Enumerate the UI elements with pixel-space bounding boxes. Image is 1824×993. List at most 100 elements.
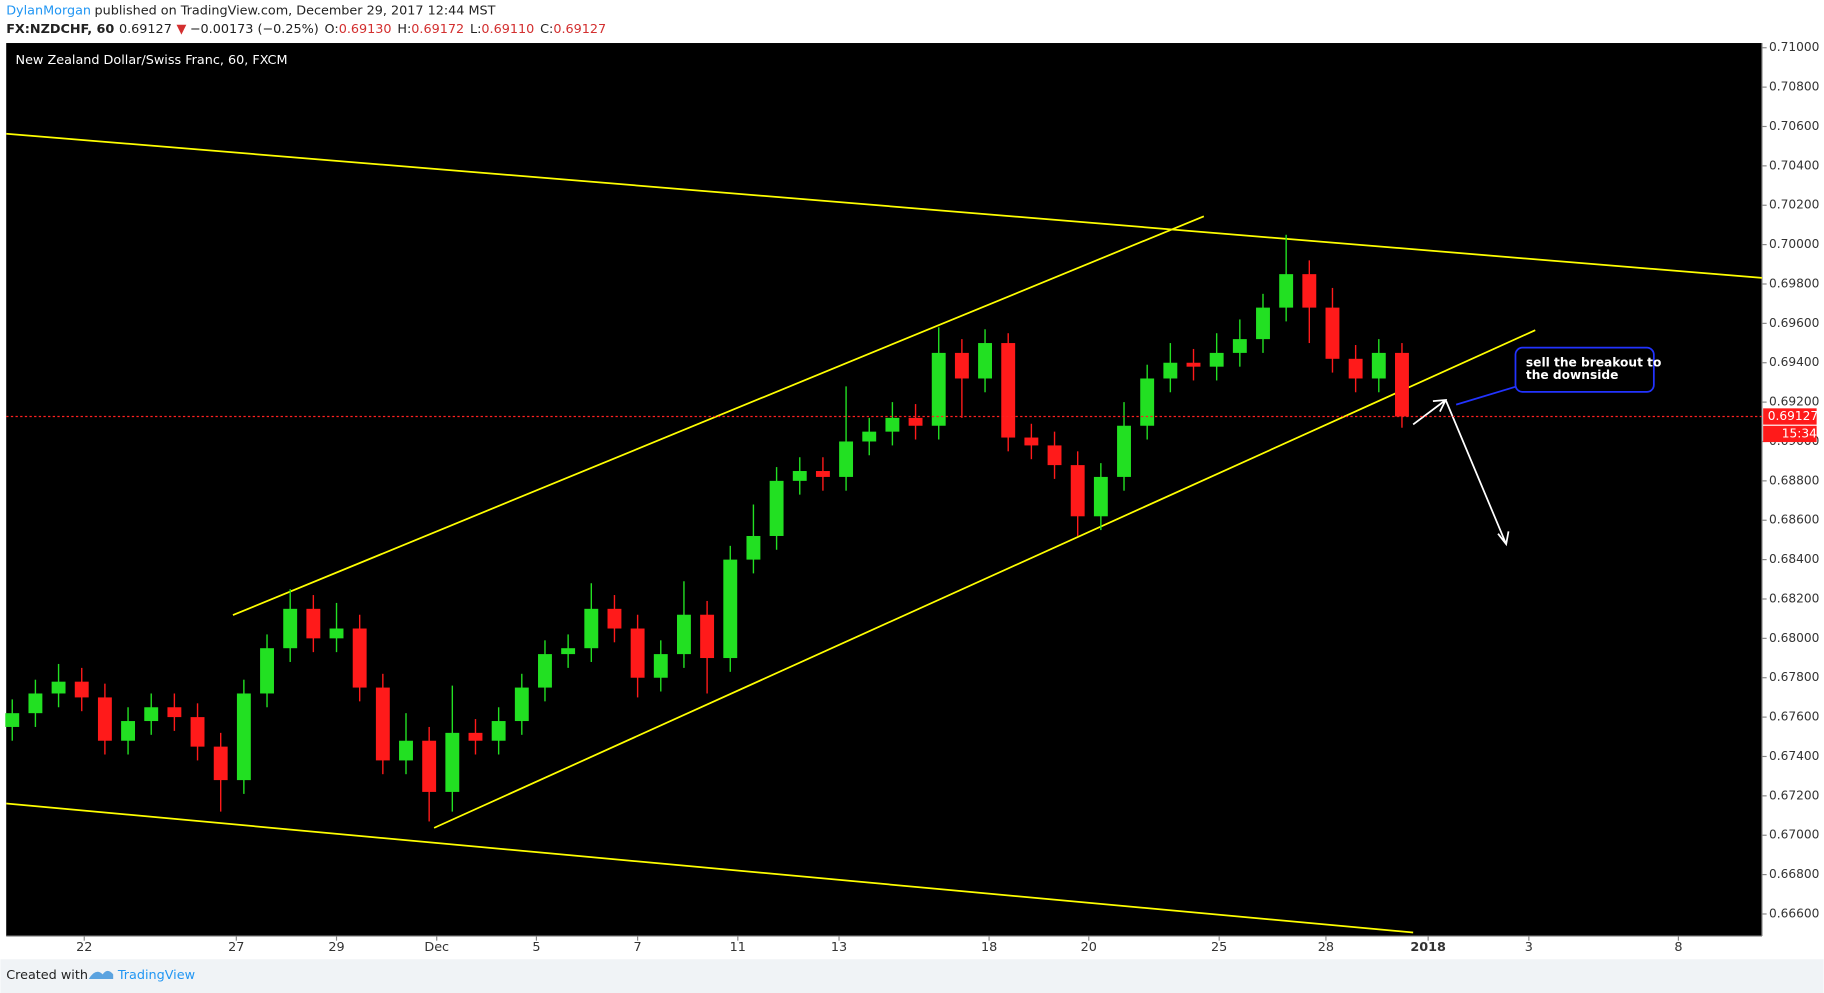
candle-body bbox=[491, 721, 506, 741]
candle-body bbox=[1348, 358, 1363, 379]
candle-body bbox=[1024, 437, 1039, 446]
x-tick-label: 3 bbox=[1525, 940, 1533, 955]
candle-body bbox=[260, 648, 274, 694]
candle-body bbox=[653, 654, 668, 678]
candle-body bbox=[908, 417, 923, 426]
x-tick-label: 8 bbox=[1674, 940, 1682, 955]
y-tick-label: 0.68400 bbox=[1769, 552, 1819, 566]
chart-title: New Zealand Dollar/Swiss Franc, 60, FXCM bbox=[16, 53, 288, 68]
header-line1: DylanMorgan published on TradingView.com,… bbox=[6, 3, 495, 18]
trend-line bbox=[232, 215, 1205, 616]
candle-body bbox=[329, 628, 344, 639]
y-tick-label: 0.69800 bbox=[1769, 276, 1819, 290]
candle-body bbox=[468, 732, 483, 741]
x-tick-label: 25 bbox=[1211, 940, 1227, 955]
candle-body bbox=[190, 717, 205, 747]
candle-body bbox=[700, 614, 715, 659]
footer-bar bbox=[0, 959, 1824, 993]
candle-body bbox=[1070, 465, 1085, 517]
y-tick-label: 0.71000 bbox=[1769, 40, 1819, 54]
candle-body bbox=[978, 343, 992, 379]
candle-body bbox=[584, 608, 599, 649]
x-tick-label: 28 bbox=[1318, 940, 1334, 955]
candle-body bbox=[538, 654, 552, 688]
candle-body bbox=[630, 628, 645, 678]
footer-created: Created with bbox=[6, 968, 88, 983]
candle-body bbox=[769, 480, 784, 536]
plot-area bbox=[6, 43, 1762, 937]
author[interactable]: DylanMorgan bbox=[6, 3, 91, 18]
x-tick-label: 5 bbox=[532, 940, 540, 955]
ohlc-value: 0.69130 bbox=[339, 22, 392, 37]
candle-body bbox=[1256, 307, 1270, 340]
footer-brand[interactable]: TradingView bbox=[117, 968, 195, 983]
ohlc-key: H: bbox=[397, 22, 411, 37]
candle-body bbox=[51, 681, 66, 694]
candle-body bbox=[1325, 307, 1340, 359]
candle-body bbox=[399, 740, 413, 761]
candle-body bbox=[561, 648, 576, 655]
candle-body bbox=[74, 681, 89, 698]
candle-body bbox=[121, 721, 136, 741]
candle-body bbox=[885, 417, 900, 432]
ohlc-key: C: bbox=[540, 22, 553, 37]
candle-body bbox=[1163, 362, 1178, 379]
candle-body bbox=[723, 559, 738, 659]
x-tick-label: 29 bbox=[328, 940, 344, 955]
candle-body bbox=[1232, 339, 1247, 353]
candle-body bbox=[1371, 352, 1386, 379]
ohlc-value: 0.69172 bbox=[411, 22, 464, 37]
countdown-box bbox=[1763, 425, 1817, 443]
y-tick-label: 0.68600 bbox=[1769, 513, 1819, 527]
change: −0.00173 (−0.25%) bbox=[190, 22, 319, 37]
candle-body bbox=[514, 687, 529, 722]
candle-body bbox=[1140, 378, 1155, 426]
x-tick-label: 7 bbox=[634, 940, 642, 955]
candle-body bbox=[1093, 476, 1108, 517]
candle-body bbox=[1302, 274, 1317, 308]
candle-body bbox=[306, 608, 321, 639]
candle-body bbox=[815, 471, 830, 477]
candle-body bbox=[5, 713, 20, 727]
x-tick-label: 22 bbox=[76, 940, 92, 955]
candle-body bbox=[1047, 445, 1062, 466]
trend-line bbox=[433, 329, 1536, 829]
candle-body bbox=[144, 707, 159, 722]
y-tick-label: 0.69400 bbox=[1769, 355, 1819, 369]
tv-logo bbox=[88, 970, 114, 980]
price: 0.69127 bbox=[119, 22, 172, 37]
candle-body bbox=[839, 441, 854, 477]
candle-body bbox=[422, 740, 437, 792]
drawings bbox=[6, 132, 1763, 934]
candle-body bbox=[445, 732, 460, 792]
countdown-label: 15:34 bbox=[1782, 426, 1817, 440]
y-tick-label: 0.70200 bbox=[1769, 198, 1819, 212]
candle-body bbox=[167, 707, 182, 718]
y-tick-label: 0.70800 bbox=[1769, 80, 1819, 94]
x-tick-label: 11 bbox=[730, 940, 746, 955]
callout-box bbox=[1514, 346, 1655, 393]
candle-body bbox=[1209, 352, 1224, 367]
ohlc-key: L: bbox=[470, 22, 481, 37]
y-tick-label: 0.69200 bbox=[1769, 395, 1819, 409]
candle-body bbox=[607, 608, 622, 629]
y-tick-label: 0.69600 bbox=[1769, 316, 1819, 330]
candle-body bbox=[283, 608, 298, 649]
candle-body bbox=[1117, 425, 1131, 477]
candle-body bbox=[213, 746, 228, 781]
callout-text: sell the breakout to bbox=[1526, 355, 1661, 369]
down-arrow: ▼ bbox=[176, 22, 186, 37]
candle-body bbox=[676, 614, 691, 655]
y-tick-label: 0.67200 bbox=[1769, 788, 1819, 802]
header-line2: FX:NZDCHF, 60 0.69127 ▼ −0.00173 (−0.25%) O:… bbox=[6, 22, 606, 37]
candle-body bbox=[1279, 274, 1294, 308]
x-tick-label: 13 bbox=[831, 940, 847, 955]
candle-body bbox=[1186, 362, 1201, 367]
y-tick-label: 0.68800 bbox=[1769, 473, 1819, 487]
candle-body bbox=[862, 431, 877, 442]
y-tick-label: 0.67800 bbox=[1769, 670, 1819, 684]
x-tick-label: 20 bbox=[1081, 940, 1097, 955]
y-tick-label: 0.66600 bbox=[1769, 906, 1819, 920]
